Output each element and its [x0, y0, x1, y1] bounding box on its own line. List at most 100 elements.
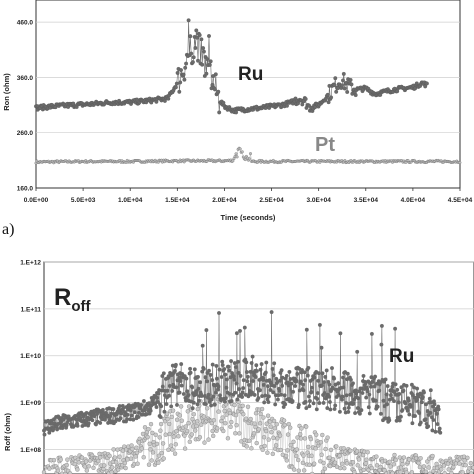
panel-b-ru-point: [304, 406, 309, 411]
panel-b-pt-point: [416, 460, 421, 466]
panel-b-ru-point: [279, 368, 284, 373]
panel-b-pt-point: [117, 454, 122, 459]
panel-b-pt-point: [271, 435, 276, 440]
panel-b-pt-point: [237, 431, 242, 436]
panel-b-ru-point: [346, 409, 351, 414]
panel-b-ru-point: [179, 362, 184, 367]
panel-b-ru-point: [233, 365, 238, 370]
panel-b-ru-point: [438, 430, 443, 435]
panel-b-ru-point: [186, 392, 191, 397]
panel-b-pt-point: [288, 442, 293, 448]
panel-b-pt-point: [102, 463, 107, 468]
panel-b-ru-point: [235, 359, 240, 364]
panel-b-pt-point: [374, 454, 379, 459]
panel-b-pt-point: [140, 431, 146, 437]
panel-b-ru-point: [355, 349, 360, 354]
panel-b-pt-point: [298, 432, 303, 437]
panel-b-ru-point: [253, 375, 258, 379]
panel-b-pt-point: [439, 467, 444, 472]
panel-b-pt-point: [147, 441, 152, 446]
panel-b-ru-point: [396, 400, 401, 405]
panel-b-ru-point: [428, 388, 433, 393]
panel-b-pt-point: [457, 461, 462, 466]
panel-b-pt-point: [96, 458, 101, 464]
panel-b-ru-point: [118, 416, 123, 421]
panel-b-ru-point: [359, 408, 364, 413]
panel-b-ru-point: [355, 406, 360, 411]
panel-b-ru-point: [363, 381, 368, 386]
panel-b-pt-point: [110, 465, 115, 470]
panel-b-pt-point: [210, 428, 215, 434]
panel-b-ru-point: [332, 376, 337, 381]
panel-b-pt-point: [344, 461, 350, 466]
panel-b-ru-point: [155, 395, 160, 400]
panel-b-pt-point: [79, 455, 85, 460]
panel-b-series-ru: [42, 310, 443, 437]
panel-a-ru-point: [424, 81, 429, 86]
panel-b-pt-point: [392, 452, 397, 458]
panel-b-ru-point: [290, 399, 295, 404]
panel-b-pt-point: [462, 458, 467, 463]
panel-b-ru-point: [42, 432, 47, 437]
panel-b-pt-point: [270, 451, 275, 457]
panel-b-ru-point: [375, 404, 380, 409]
panel-b-ru-point: [141, 399, 146, 403]
panel-b-ru-point: [406, 398, 411, 403]
panel-b-ru-point: [162, 409, 167, 414]
panel-b-ru-point: [201, 366, 206, 371]
panel-b-pt-point: [387, 459, 392, 464]
panel-b-pt-point: [404, 470, 409, 474]
panel-b-ru-point: [431, 418, 436, 422]
panel-a-ru-point: [334, 89, 339, 94]
panel-b-pt-point: [233, 431, 238, 436]
panel-b-pt-point: [187, 439, 192, 444]
panel-b-ru-point: [211, 394, 216, 399]
panel-b-pt-point: [167, 431, 172, 437]
panel-b-ru-point: [227, 391, 232, 396]
panel-b-ru-point: [317, 401, 322, 406]
panel-b-ru-point: [401, 388, 406, 393]
panel-b-pt-point: [341, 446, 346, 451]
panel-b-ru-point: [379, 342, 384, 347]
panel-b-pt-point: [193, 428, 198, 433]
panel-b-ru-point: [179, 383, 184, 388]
panel-a-ru-point: [333, 76, 338, 81]
panel-b-ru-point: [377, 388, 382, 393]
panel-b-pt-point: [334, 444, 339, 449]
panel-b-ru-point: [156, 399, 160, 404]
panel-b-ru-point: [404, 383, 409, 388]
panel-b-ru-point: [214, 363, 219, 368]
panel-b-ru-point: [203, 375, 208, 380]
panel-b-ru-point: [241, 386, 246, 391]
panel-b-ru-point: [414, 397, 419, 402]
panel-b-ru-point: [280, 383, 285, 388]
panel-b-ru-point: [198, 380, 203, 385]
panel-b-pt-point: [307, 462, 312, 467]
panel-b-ru-point: [324, 368, 329, 373]
panel-b-pt-point: [111, 447, 116, 452]
panel-b-ru-point: [229, 359, 234, 364]
panel-a-ru-point: [173, 85, 178, 90]
panel-b-ru-point: [316, 371, 321, 376]
panel-b-ru-point: [258, 388, 262, 393]
panel-b-pt-point: [41, 470, 47, 474]
annotation-pt-a: Pt: [315, 134, 335, 156]
panel-b-pt-point: [174, 429, 179, 434]
panel-b-pt-point: [177, 413, 182, 418]
panel-b-y-ticks: 1.E+08 1.E+09 1.E+10 1.E+11 1.E+12: [20, 260, 41, 454]
panel-b-ru-point: [271, 390, 276, 395]
panel-b-ru-point: [161, 371, 166, 376]
panel-b-pt-point: [150, 450, 156, 455]
panel-b-ru-point: [307, 404, 312, 409]
panel-b-ru-point: [202, 394, 207, 398]
annotation-ru-a: Ru: [238, 64, 263, 85]
panel-b-pt-point: [465, 455, 470, 460]
panel-b-pt-point: [197, 435, 203, 440]
panel-a-ru-point: [217, 110, 222, 115]
panel-b-ru-point: [236, 370, 241, 375]
panel-b-ru-point: [369, 331, 374, 336]
panel-b-ru-point: [224, 385, 229, 390]
panel-b-ru-point: [373, 398, 378, 403]
panel-b-ru-point: [370, 379, 375, 384]
